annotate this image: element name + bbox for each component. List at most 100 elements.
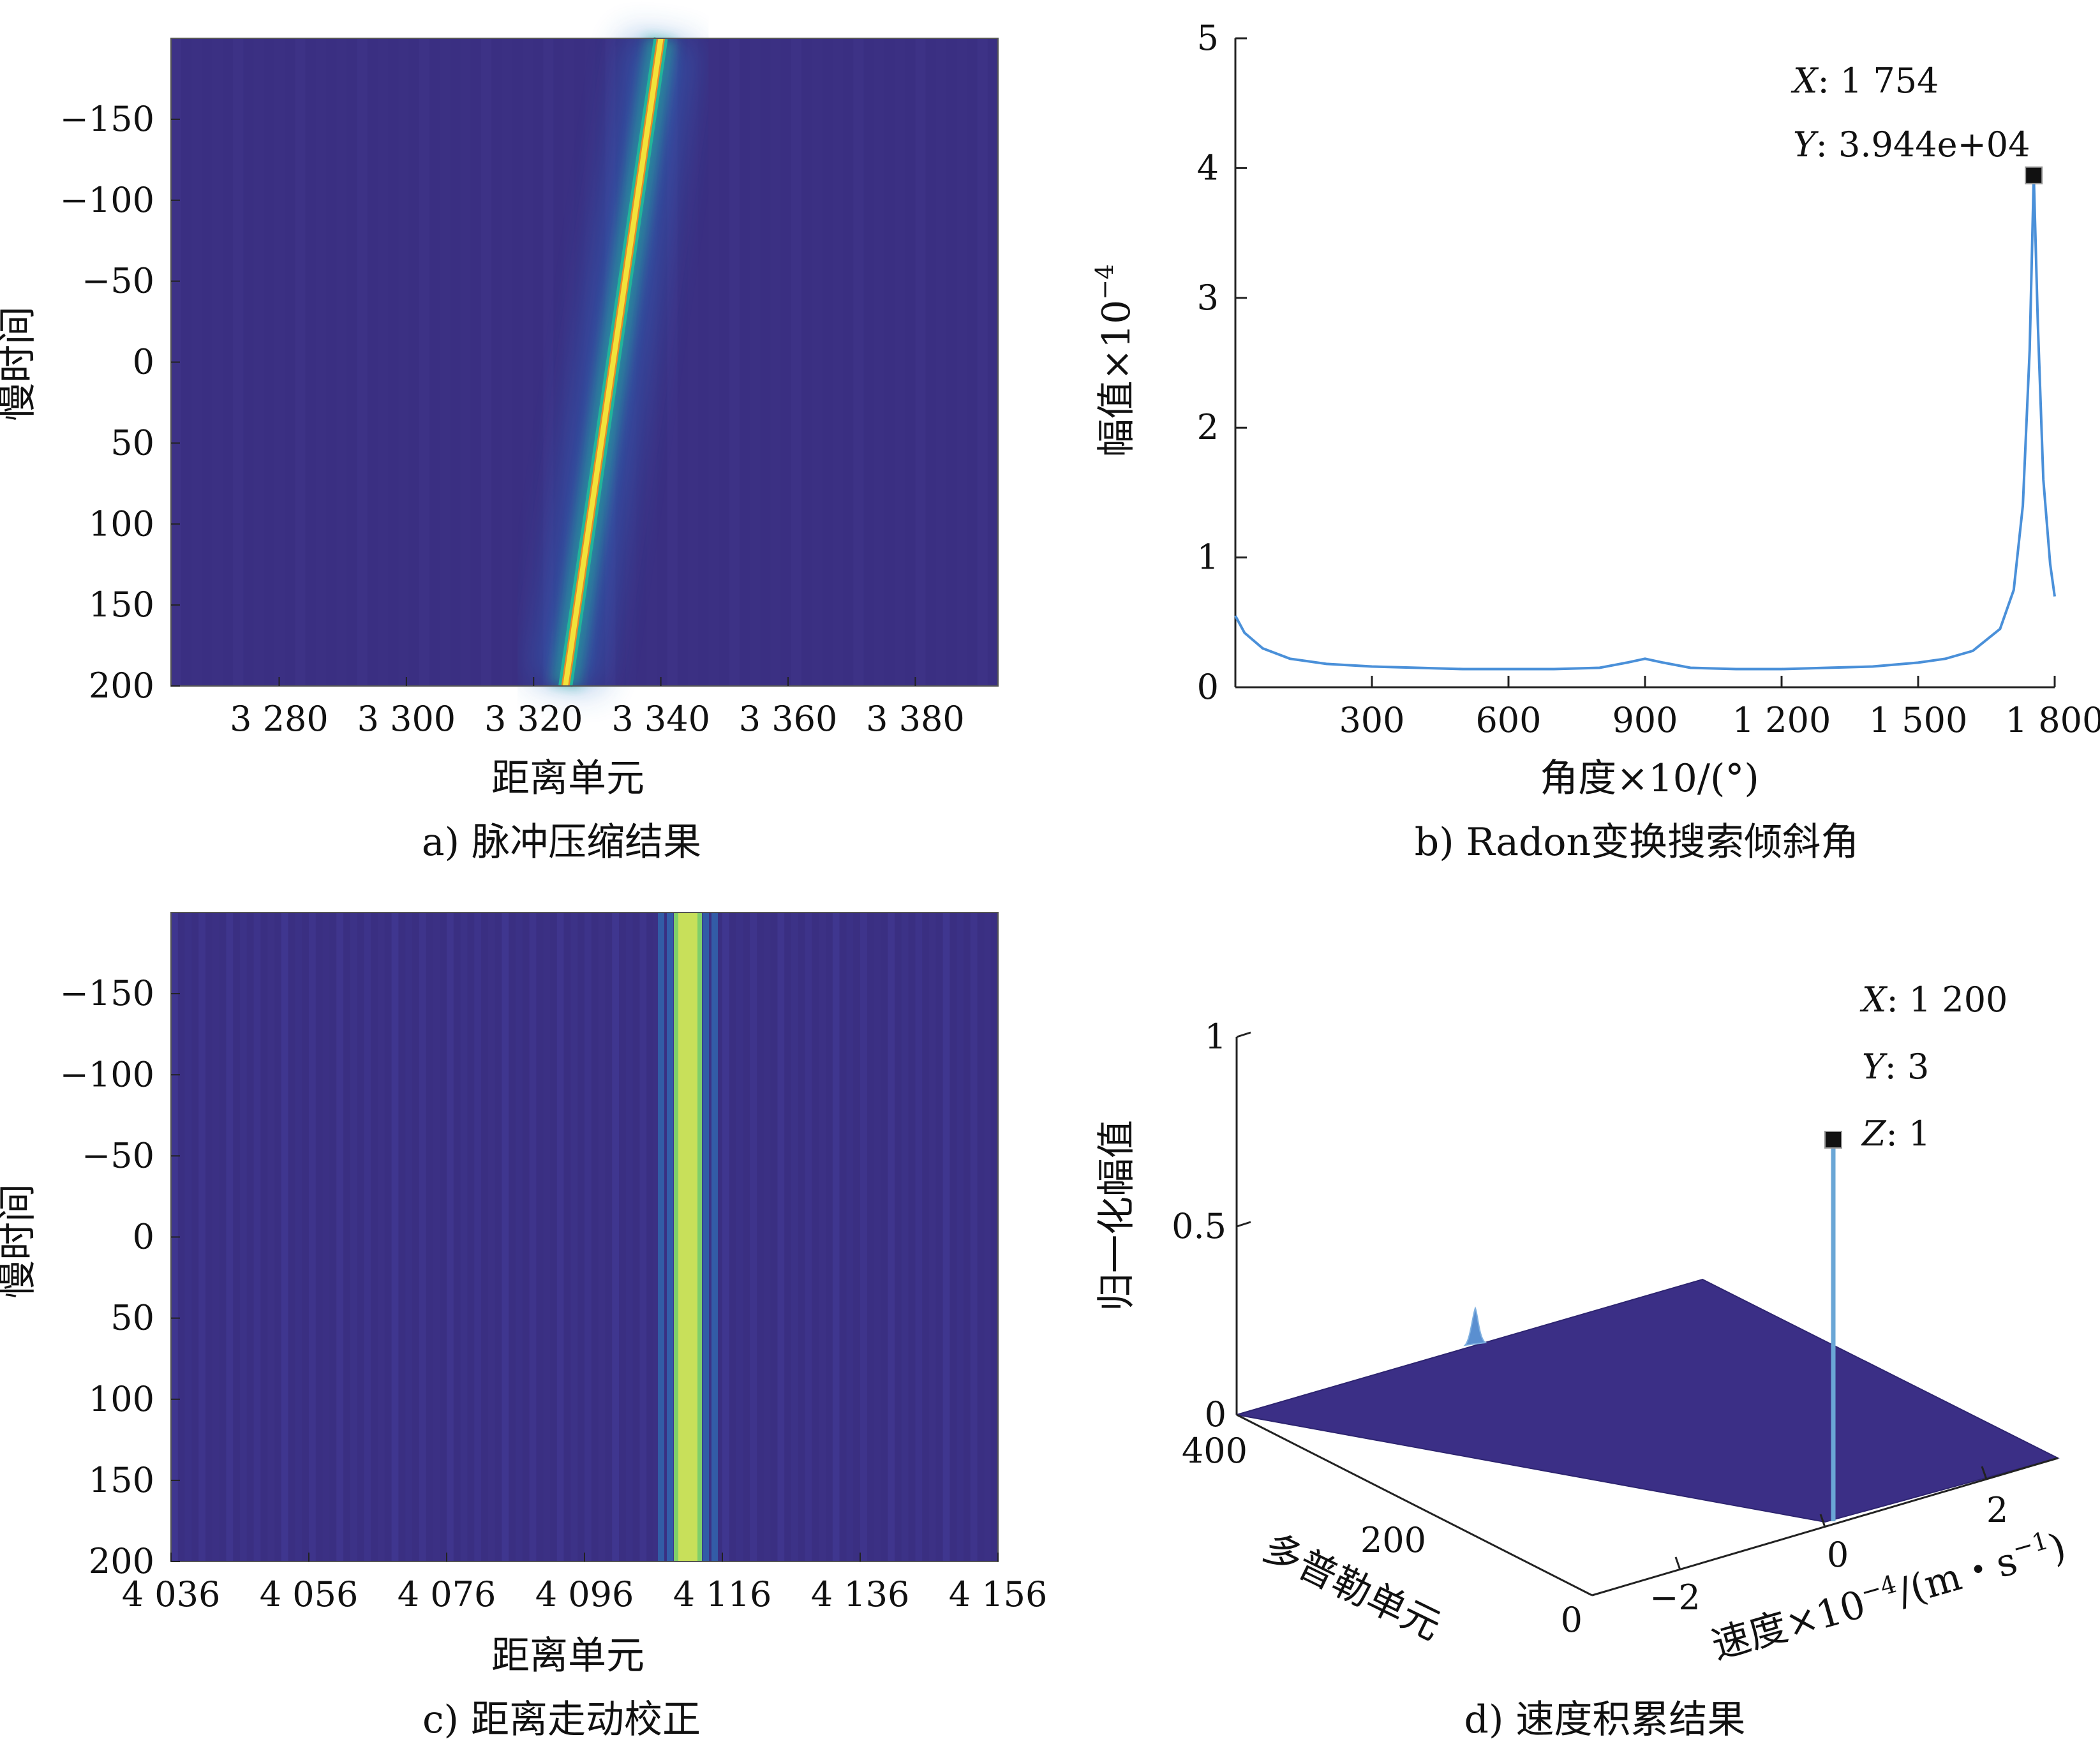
panel-c-y-tick-label: −100 — [60, 1054, 154, 1094]
panel-a-stripe — [812, 38, 823, 686]
panel-c-stripe — [419, 913, 426, 1561]
panel-a-x-tick-label: 3 360 — [739, 699, 838, 739]
panel-c-stripe — [543, 913, 550, 1561]
panel-d-x-tick-label-2: 2 — [1986, 1490, 2008, 1530]
panel-a-stripe — [398, 38, 409, 686]
panel-a-stripe — [935, 38, 946, 686]
panel-a-stripe — [253, 38, 264, 686]
panel-c-y-ticks: −150 −100 −50 0 50 100 150 200 — [60, 973, 180, 1581]
panel-c-stripe — [405, 913, 412, 1561]
panel-c-y-tick-label: 0 — [133, 1217, 154, 1257]
panel-a-stripe — [419, 38, 429, 686]
panel-d-z-tick-05 — [1236, 1221, 1251, 1228]
panel-b-radon-search: 0 1 2 3 4 5 300 600 900 1 200 1 500 1 800 X: 1 754… — [1091, 18, 2100, 865]
panel-a-stripe — [440, 38, 451, 686]
panel-c-x-axis-label: 距离单元 — [491, 1634, 644, 1678]
panel-d-secondary-peak — [1463, 1306, 1487, 1346]
panel-a-y-ticks: −150 −100 −50 0 50 100 150 200 — [60, 99, 180, 706]
panel-c-stripe — [516, 913, 523, 1561]
panel-d-z-tick-label-0: 0 — [1205, 1394, 1226, 1435]
panel-b-x-tick-label: 300 — [1339, 700, 1404, 740]
panel-c-x-tick-label: 4 096 — [535, 1574, 634, 1614]
panel-c-stripe — [212, 913, 220, 1561]
panel-c-x-ticks: 4 036 4 056 4 076 4 096 4 116 4 136 4 156 — [122, 1553, 1047, 1614]
panel-a-stripe — [522, 38, 533, 686]
panel-d-x-tick--2 — [1674, 1556, 1681, 1570]
panel-a-y-tick-label: 200 — [89, 666, 154, 706]
panel-d-y-tick-label-200: 200 — [1360, 1520, 1426, 1560]
panel-d-y-tick-label-0: 0 — [1561, 1600, 1582, 1640]
panel-c-stripe — [295, 913, 302, 1561]
panel-c-stripe — [942, 913, 950, 1561]
panel-a-y-tick-label: −50 — [82, 261, 154, 301]
panel-c-x-tick-label: 4 036 — [122, 1574, 221, 1614]
panel-a-stripe — [357, 38, 368, 686]
panel-c-stripe — [736, 913, 743, 1561]
panel-d-x-axis-label: 速度×10−4/(m・s−1) — [1706, 1522, 2071, 1668]
panel-a-y-tick-label: 150 — [89, 585, 154, 625]
panel-c-x-tick-label: 4 116 — [673, 1574, 772, 1614]
panel-c-stripe — [267, 913, 274, 1561]
panel-c-stripe — [819, 913, 826, 1561]
panel-b-annotation-x-label: X — [1791, 61, 1819, 101]
panel-c-stripe — [763, 913, 771, 1561]
panel-c-stripe — [184, 913, 192, 1561]
panel-c-stripe — [722, 913, 729, 1561]
panel-a-stripe — [212, 38, 223, 686]
panel-d-annotation-z-value: : 1 — [1886, 1114, 1931, 1154]
panel-a-stripe — [770, 38, 781, 686]
panel-a-stripe — [378, 38, 389, 686]
panel-c-stripe — [585, 913, 592, 1561]
panel-c-stripe — [901, 913, 909, 1561]
panel-d-caption: d) 速度积累结果 — [1464, 1697, 1746, 1742]
panel-c-stripe — [350, 913, 357, 1561]
panel-d-z-axis-label: 归一化幅值 — [1094, 1120, 1139, 1311]
panel-d-annotation-x-label: X — [1859, 980, 1888, 1020]
panel-d-x-axis-label-main: 速度×10 — [1707, 1582, 1870, 1668]
panel-d-x-axis-label-unit: /(m・s — [1893, 1539, 2022, 1615]
panel-c-y-tick-label: 150 — [89, 1460, 154, 1500]
panel-d-x-tick-label--2: −2 — [1649, 1577, 1701, 1618]
panel-c-stripe — [322, 913, 330, 1561]
panel-b-series-line — [1234, 175, 2056, 671]
panel-a-stripe — [832, 38, 843, 686]
panel-a-stripe — [481, 38, 492, 686]
panel-d-annotation-x-value: : 1 200 — [1886, 980, 2007, 1020]
panel-a-y-tick-label: 50 — [110, 422, 154, 463]
panel-c-stripe — [336, 913, 343, 1561]
panel-c-sidelobe — [658, 913, 664, 1561]
panel-c-stripe — [929, 913, 936, 1561]
panel-b-y-tick-label: 4 — [1197, 147, 1219, 188]
panel-b-annotation-x-value: : 1 754 — [1817, 61, 1939, 101]
panel-a-x-axis-label: 距离单元 — [491, 756, 644, 801]
panel-b-peak-marker — [2025, 166, 2043, 184]
panel-c-stripe — [832, 913, 840, 1561]
panel-b-annotation-x: X: 1 754 — [1791, 61, 1939, 101]
panel-c-stripe — [777, 913, 785, 1561]
panel-a-stripe — [853, 38, 864, 686]
panel-c-stripe — [198, 913, 205, 1561]
panel-a-stripe — [895, 38, 905, 686]
panel-b-caption: b) Radon变换搜索倾斜角 — [1415, 820, 1859, 865]
panel-b-y-axis-label-exponent: −4 — [1091, 264, 1119, 300]
panel-c-stripe — [281, 913, 288, 1561]
panel-b-x-axis-label: 角度×10/(°) — [1540, 756, 1759, 801]
panel-c-x-tick-label: 4 136 — [811, 1574, 910, 1614]
panel-c-stripe — [488, 913, 495, 1561]
panel-a-stripe — [460, 38, 471, 686]
panel-b-y-tick-label: 0 — [1197, 667, 1219, 707]
panel-a-x-ticks: 3 280 3 300 3 320 3 340 3 360 3 380 — [230, 677, 965, 739]
panel-a-x-tick-label: 3 320 — [484, 699, 583, 739]
panel-a-stripe — [688, 38, 699, 686]
panel-d-x-tick-label-0: 0 — [1827, 1535, 1849, 1575]
panel-a-stripe — [729, 38, 740, 686]
panel-c-stripe — [957, 913, 964, 1561]
panel-d-y-axis — [1236, 1413, 1593, 1597]
panel-d-surface-floor — [1236, 1278, 2060, 1523]
panel-c-stripe — [984, 913, 992, 1561]
panel-c-stripe — [529, 913, 537, 1561]
panel-b-x-tick-label: 600 — [1475, 700, 1541, 740]
panel-c-stripe — [391, 913, 399, 1561]
panel-c-stripe — [447, 913, 454, 1561]
